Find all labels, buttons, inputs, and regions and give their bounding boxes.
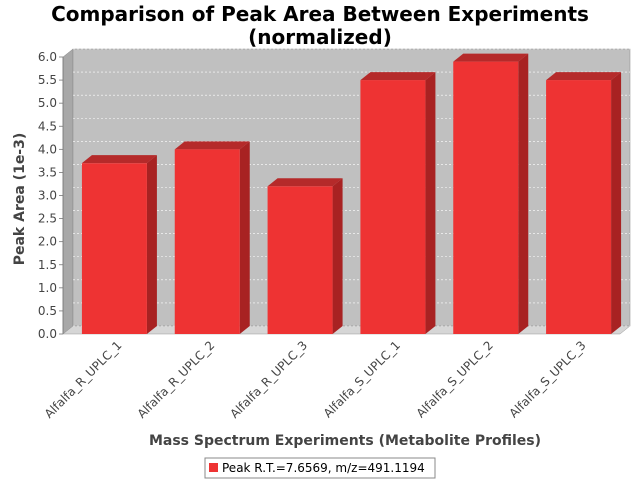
bar <box>81 155 157 334</box>
y-tick-label: 4.0 <box>38 142 57 156</box>
bar-front <box>174 149 240 334</box>
chart-subtitle: (normalized) <box>248 25 392 49</box>
y-tick-label: 0.0 <box>38 327 57 341</box>
x-category-label: Alfalfa_R_UPLC_1 <box>42 338 125 421</box>
plot-area <box>62 48 631 335</box>
x-category-label: Alfalfa_S_UPLC_1 <box>321 338 403 420</box>
bar-side <box>332 178 343 334</box>
x-axis-label: Mass Spectrum Experiments (Metabolite Pr… <box>149 433 541 449</box>
y-tick-label: 5.5 <box>38 73 57 87</box>
bar-front <box>546 80 612 334</box>
bar-side <box>146 155 157 334</box>
plot-left-wall <box>62 48 74 335</box>
bar-top <box>546 72 622 81</box>
bar-front <box>267 186 333 334</box>
bar <box>360 72 436 334</box>
y-tick-label: 2.0 <box>38 235 57 249</box>
x-category-label: Alfalfa_R_UPLC_2 <box>135 338 218 421</box>
bar-top <box>174 141 250 150</box>
bar-side <box>239 141 250 334</box>
bar <box>267 178 343 334</box>
x-category-label: Alfalfa_S_UPLC_3 <box>506 338 588 420</box>
y-tick-label: 5.0 <box>38 96 57 110</box>
bar-side <box>611 72 622 334</box>
x-category-label: Alfalfa_R_UPLC_3 <box>227 338 310 421</box>
bar <box>174 141 250 334</box>
x-category-label: Alfalfa_S_UPLC_2 <box>414 338 496 420</box>
y-tick-label: 3.5 <box>38 165 57 179</box>
bar-top <box>360 72 436 81</box>
y-tick-label: 1.5 <box>38 258 57 272</box>
legend-swatch <box>209 463 218 472</box>
x-axis-categories: Alfalfa_R_UPLC_1 Alfalfa_R_UPLC_2 Alfalfa_… <box>42 338 589 421</box>
y-tick-label: 4.5 <box>38 119 57 133</box>
bar-top <box>453 53 529 62</box>
bar-front <box>360 80 426 334</box>
y-tick-label: 6.0 <box>38 50 57 64</box>
legend: Peak R.T.=7.6569, m/z=491.1194 <box>204 457 436 479</box>
bar-front <box>81 163 147 334</box>
y-tick-label: 2.5 <box>38 212 57 226</box>
legend-box <box>204 457 436 479</box>
chart-title: Comparison of Peak Area Between Experime… <box>51 2 589 26</box>
y-axis-label: Peak Area (1e-3) <box>12 133 28 266</box>
y-tick-label: 0.5 <box>38 304 57 318</box>
bar-top <box>267 178 343 187</box>
bar-side <box>518 53 529 334</box>
bar-front <box>453 61 519 334</box>
y-tick-label: 3.0 <box>38 189 57 203</box>
bar-top <box>81 155 157 164</box>
y-axis-ticks: 0.0 0.5 1.0 1.5 2.0 2.5 3.0 3.5 4.0 4.5 5.0 5.5 6.0 <box>38 50 64 341</box>
bar <box>546 72 622 334</box>
legend-label: Peak R.T.=7.6569, m/z=491.1194 <box>222 461 425 475</box>
bar <box>453 53 529 334</box>
bars <box>81 53 622 334</box>
bar-side <box>425 72 436 334</box>
y-tick-label: 1.0 <box>38 281 57 295</box>
